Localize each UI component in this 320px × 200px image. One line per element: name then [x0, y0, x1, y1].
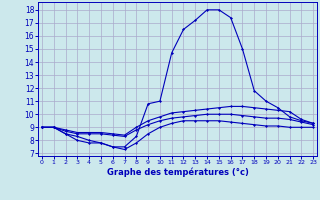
X-axis label: Graphe des températures (°c): Graphe des températures (°c): [107, 168, 249, 177]
